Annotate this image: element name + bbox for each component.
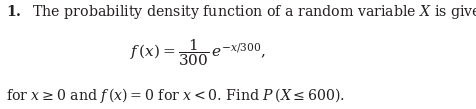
Text: $f\,(x) = \dfrac{1}{300}\,e^{-x/300},$: $f\,(x) = \dfrac{1}{300}\,e^{-x/300},$ xyxy=(130,37,265,68)
Text: $\mathbf{1.}$  The probability density function of a random variable $X$ is give: $\mathbf{1.}$ The probability density fu… xyxy=(6,3,476,21)
Text: for $x \geq 0$ and $f\,(x) = 0$ for $x < 0$. Find $P\,(X \leq 600)$.: for $x \geq 0$ and $f\,(x) = 0$ for $x <… xyxy=(6,86,344,105)
